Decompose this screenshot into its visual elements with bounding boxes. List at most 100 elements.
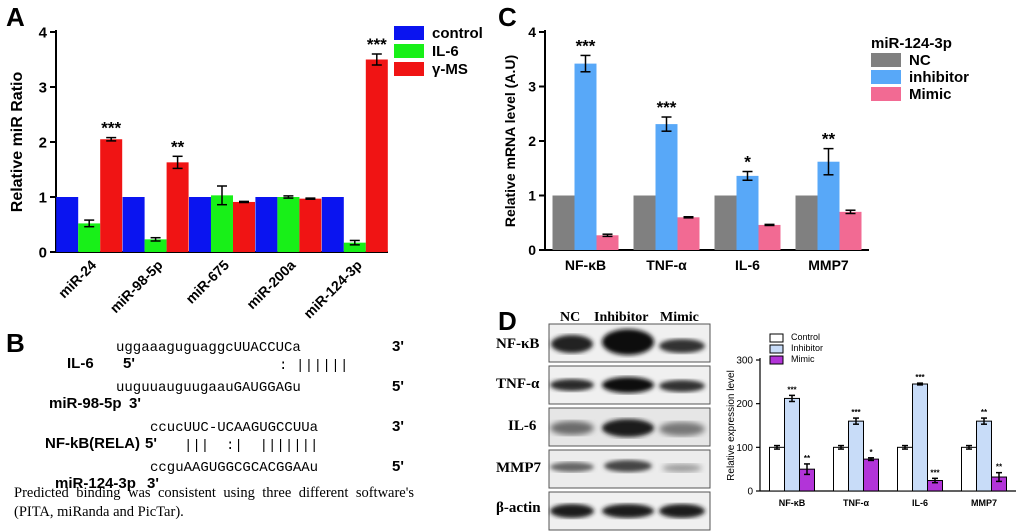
bar <box>78 223 101 252</box>
chart-a: 0 1 2 3 4 Relative miR Ratio *** miR-24 ** miR-98… <box>9 24 483 321</box>
bar <box>817 161 840 250</box>
y-tick-label: 200 <box>736 399 753 410</box>
bar <box>655 124 678 250</box>
seq-dots: : <box>279 358 288 374</box>
band <box>659 339 705 353</box>
significance-label: ** <box>996 463 1003 472</box>
band <box>550 462 594 472</box>
seq-upper: UUC-UCAAGUGCCUUa <box>183 420 319 436</box>
seq-upper: GAUGGAGu <box>233 380 301 396</box>
seq-lower: uggaaaguguaggc <box>116 340 234 356</box>
western-blot <box>548 323 711 531</box>
legend-swatch <box>769 344 784 354</box>
bar <box>897 446 913 492</box>
bar <box>166 162 189 252</box>
seq-il6-body: uggaaaguguaggcUUACCUCa <box>116 338 301 356</box>
y-tick-label: 1 <box>39 189 47 206</box>
legend-label: Inhibitor <box>791 343 823 353</box>
seq-lower: ccuc <box>150 420 184 436</box>
significance-label: ** <box>804 454 811 463</box>
seq-label: IL-6 <box>67 355 94 372</box>
legend-swatch <box>871 70 901 84</box>
blot-label-bactin: β-actin <box>496 500 541 516</box>
panel-letter-a: A <box>6 2 25 32</box>
seq-lower: uuguuauguugaau <box>116 380 234 396</box>
seq-lower: ccgu <box>150 460 184 476</box>
bar <box>976 420 992 492</box>
y-tick-label: 0 <box>528 242 536 258</box>
band <box>604 460 652 472</box>
significance-label: * <box>869 448 873 457</box>
y-tick-label: 3 <box>528 78 536 94</box>
significance-label: *** <box>915 373 925 382</box>
significance-label: * <box>744 153 751 172</box>
seq-end: 5' <box>392 378 404 395</box>
band <box>550 504 594 518</box>
seq-prime: 5' <box>145 435 157 452</box>
seq-label: NF-kB(RELA) <box>45 435 141 452</box>
seq-upper: UUACCUCa <box>233 340 301 356</box>
seq-row-nfkb: NF-kB(RELA) 5' <box>20 418 157 469</box>
bar <box>277 197 300 252</box>
legend-label: NC <box>909 52 931 69</box>
blot-label-nfkb: NF-κB <box>496 336 540 352</box>
legend-label: inhibitor <box>909 69 969 86</box>
legend-swatch <box>871 87 901 101</box>
significance-label: *** <box>101 119 121 138</box>
seq-end: 3' <box>392 338 404 355</box>
band <box>602 329 654 355</box>
bar <box>863 458 879 492</box>
seq-prime: 3' <box>147 475 159 492</box>
y-tick-label: 4 <box>39 24 48 41</box>
band <box>550 421 594 435</box>
bar <box>633 195 656 250</box>
bar <box>784 397 800 492</box>
blot-col-inhibitor: Inhibitor <box>594 310 649 325</box>
blot-strip-mmp7 <box>548 449 711 489</box>
significance-label: *** <box>787 385 797 394</box>
seq-label: miR-124-3p <box>55 475 136 492</box>
seq-row-mir124: miR-124-3p 3' <box>30 458 159 509</box>
blot-col-mimic: Mimic <box>660 310 699 325</box>
significance-label: *** <box>367 35 387 54</box>
panel-letter-d: D <box>498 306 517 336</box>
y-tick-label: 1 <box>528 187 536 203</box>
bar <box>299 198 322 252</box>
bar <box>839 211 862 250</box>
bar <box>56 197 79 252</box>
legend-swatch <box>394 62 424 76</box>
bar <box>189 197 211 252</box>
bar <box>574 63 597 250</box>
seq-row-il6: IL-6 5' <box>42 338 135 389</box>
blot-col-nc: NC <box>560 310 581 325</box>
category-label: miR-200a <box>243 257 298 312</box>
category-label: TNF-α <box>646 257 687 273</box>
bar <box>912 383 928 492</box>
legend-label: Mimic <box>909 86 952 103</box>
seq-prime: 5' <box>123 355 135 372</box>
legend-swatch <box>394 44 424 58</box>
seq-row-mir98: miR-98-5p 3' <box>24 378 141 429</box>
bar <box>596 235 619 250</box>
band <box>602 419 654 437</box>
panel-letter-c: C <box>498 2 517 32</box>
y-tick-label: 100 <box>736 443 753 454</box>
band <box>659 380 705 392</box>
band <box>602 377 654 393</box>
y-tick-label: 2 <box>39 134 47 151</box>
seq-bars: ||| :| ||||||| <box>184 438 319 454</box>
bar <box>144 239 167 252</box>
y-axis-label: Relative mRNA level (A.U) <box>502 55 518 227</box>
significance-label: *** <box>657 98 677 117</box>
seq-bars: |||||| <box>296 358 349 374</box>
bar <box>343 242 366 252</box>
bar <box>833 446 849 492</box>
y-tick-label: 2 <box>528 133 536 149</box>
category-label: IL-6 <box>735 257 760 273</box>
bar <box>795 195 818 250</box>
legend-swatch <box>394 26 424 40</box>
significance-label: ** <box>171 137 185 156</box>
category-label: miR-675 <box>182 257 232 307</box>
